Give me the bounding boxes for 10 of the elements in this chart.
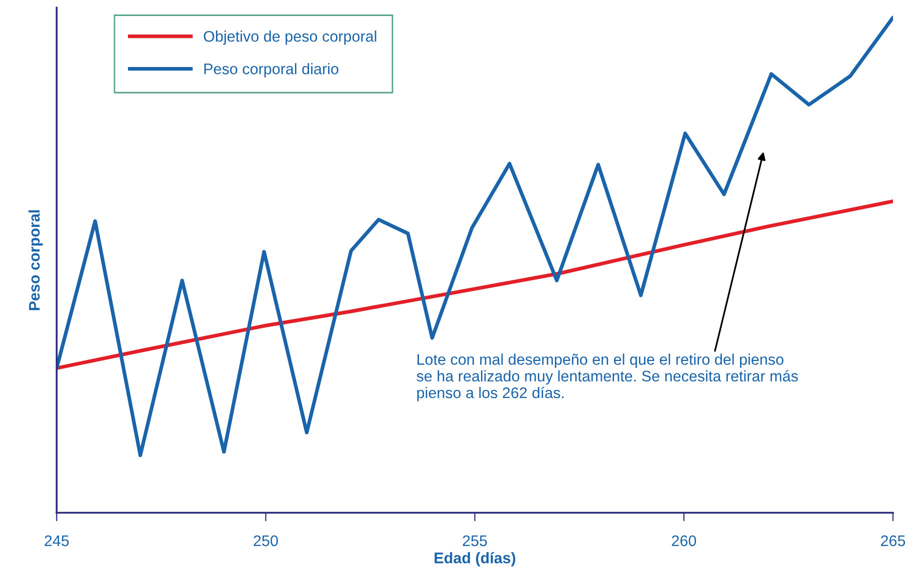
annotation: Lote con mal desempeño en el que el retiro del pienso se ha realizado muy lentamente. Se necesita retirar más pienso a los 262 días. <box>416 354 798 402</box>
x-tick-label: 250 <box>254 535 278 546</box>
legend-label: Peso corporal diario <box>204 63 338 78</box>
y-axis-title: Peso corporal <box>28 210 43 310</box>
legend-label: Objetivo de peso corporal <box>204 30 376 45</box>
x-tick-label: 245 <box>44 535 69 546</box>
x-axis-title: Edad (días) <box>434 552 516 566</box>
x-tick-label: 260 <box>672 535 696 546</box>
x-tick-label: 255 <box>462 535 487 546</box>
x-tick-label: 265 <box>881 535 906 546</box>
